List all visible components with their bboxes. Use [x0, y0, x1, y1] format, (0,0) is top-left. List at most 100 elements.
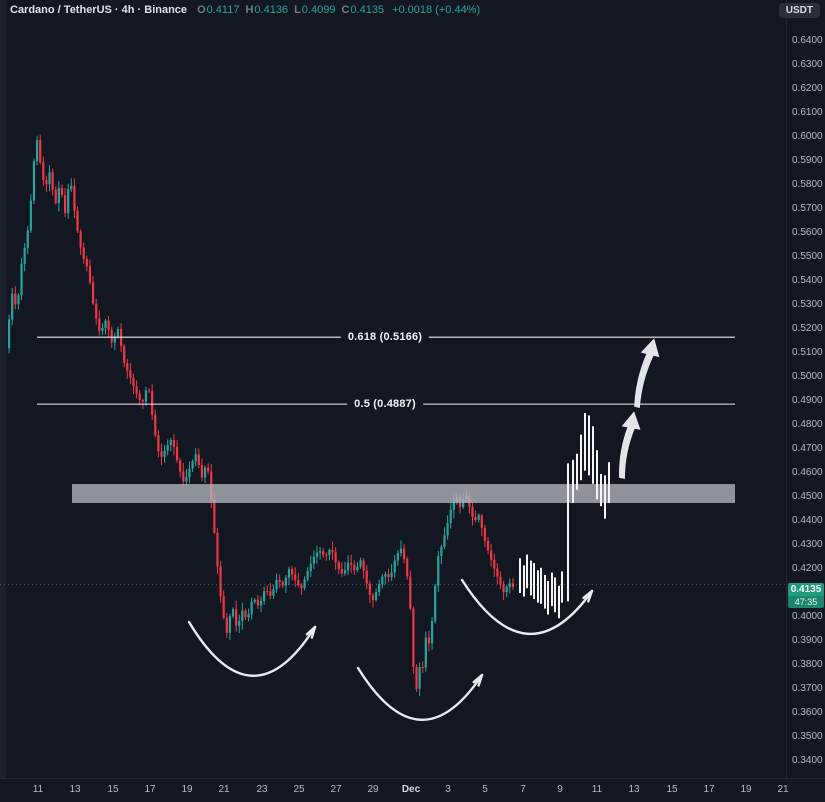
candle-body — [48, 172, 51, 185]
candle-body — [219, 566, 222, 597]
curve-arrow — [187, 620, 317, 677]
candle-body — [446, 523, 449, 536]
candle-body — [312, 556, 315, 564]
candle-body — [172, 440, 176, 447]
chart-area[interactable] — [0, 0, 786, 778]
candle-body — [471, 506, 474, 518]
candle-body — [132, 378, 135, 387]
candle-body — [45, 180, 48, 185]
price-axis-label: 0.4300 — [792, 539, 823, 550]
candle-body — [54, 189, 57, 203]
price-axis[interactable]: 0.6400 0.6300 0.6200 0.6100 0.6000 0.5900 0.58… — [786, 0, 825, 778]
candle-body — [462, 499, 465, 508]
candle-body — [57, 188, 60, 203]
candle-body — [188, 468, 191, 478]
candle-body — [346, 562, 350, 571]
ohlc-field-label: L — [294, 4, 301, 16]
price-axis-label: 0.6000 — [792, 130, 823, 142]
price-axis-label: 0.3700 — [792, 683, 823, 694]
candle-body — [147, 390, 151, 392]
candle-body — [424, 637, 427, 668]
price-axis-label: 0.4400 — [792, 515, 823, 526]
candle-body — [343, 570, 347, 574]
candle-body — [256, 599, 259, 606]
symbol-legend: Cardano / TetherUS · 4h · Binance O 0.411… — [10, 4, 480, 16]
candle-body — [486, 540, 490, 551]
candle-body — [337, 562, 340, 570]
candle-body — [222, 596, 225, 618]
candle-body — [207, 467, 210, 472]
candle-body — [449, 509, 452, 524]
candle-body — [502, 584, 505, 593]
candle-body — [322, 551, 325, 555]
candle-body — [483, 527, 487, 541]
candle-body — [409, 576, 412, 609]
time-axis-label: 13 — [628, 784, 640, 795]
price-axis-label: 0.5900 — [792, 154, 823, 166]
candle-body — [412, 608, 415, 667]
candle-body — [259, 600, 263, 606]
candle-body — [185, 477, 188, 482]
price-axis-label: 0.6300 — [792, 58, 823, 70]
price-axis-label: 0.5200 — [792, 322, 823, 334]
candle-body — [291, 569, 294, 575]
change-value: +0.0018 (+0.44%) — [392, 4, 481, 16]
candle-body — [328, 549, 331, 555]
candle-body — [238, 621, 241, 626]
candle-body — [166, 445, 169, 451]
curve-arrow-head — [587, 589, 594, 603]
candle-body — [73, 185, 76, 211]
price-axis-label: 0.5600 — [792, 226, 823, 238]
candle-body — [350, 562, 353, 565]
candle-body — [104, 320, 107, 329]
candle-body — [39, 140, 42, 163]
candle-body — [169, 440, 172, 446]
curve-arrow — [460, 578, 594, 636]
candle-body — [157, 435, 160, 452]
time-axis-label: 11 — [591, 784, 603, 795]
time-axis[interactable]: 11 13 15 17 19 21 23 25 27 29 Dec 3 5 7 9 11 13 15 17 19 21 — [0, 778, 825, 802]
candle-body — [241, 610, 244, 622]
price-axis-label: 0.5700 — [792, 202, 823, 214]
candle-body — [396, 553, 399, 561]
candle-body — [490, 550, 493, 560]
candle-body — [278, 579, 281, 582]
candle-body — [11, 293, 14, 320]
time-axis-label: 27 — [330, 784, 342, 795]
candle-body — [23, 247, 26, 264]
candle-body — [263, 590, 266, 601]
candle-body — [284, 577, 287, 586]
candle-body — [281, 581, 284, 586]
candle-body — [216, 532, 219, 567]
symbol-title[interactable]: Cardano / TetherUS · 4h · Binance — [10, 4, 188, 16]
fib-level-label-50: 0.5 (0.4887) — [347, 398, 423, 411]
candle-body — [508, 583, 511, 588]
candle-body — [378, 584, 381, 592]
candle-body — [231, 609, 235, 617]
price-axis-label: 0.4800 — [792, 419, 823, 430]
candle-body — [123, 346, 126, 364]
candle-body — [138, 393, 141, 401]
time-axis-label: 21 — [777, 784, 789, 795]
time-axis-label: 13 — [69, 784, 81, 795]
candle-body — [477, 515, 480, 520]
up-arrow — [634, 338, 660, 408]
candle-body — [26, 230, 29, 248]
candle-body — [387, 574, 390, 578]
candle-body — [70, 185, 73, 190]
candle-body — [129, 370, 132, 379]
candle-body — [247, 614, 250, 618]
candle-body — [85, 258, 88, 267]
candle-body — [91, 282, 95, 304]
time-axis-label: 11 — [32, 784, 44, 795]
ohlc-values: O 0.4117 H 0.4136 L 0.4099 C 0.4135 — [191, 4, 384, 16]
time-axis-label: 25 — [293, 784, 305, 795]
candle-body — [182, 471, 185, 482]
price-axis-label: 0.5100 — [792, 346, 823, 358]
candle-body — [179, 460, 182, 472]
ohlc-field-label: H — [245, 4, 254, 16]
last-price-value: 0.4135 — [790, 583, 822, 595]
candle-body — [144, 390, 148, 402]
price-axis-label: 0.4700 — [792, 443, 823, 454]
currency-toggle-button[interactable]: USDT — [778, 3, 820, 18]
